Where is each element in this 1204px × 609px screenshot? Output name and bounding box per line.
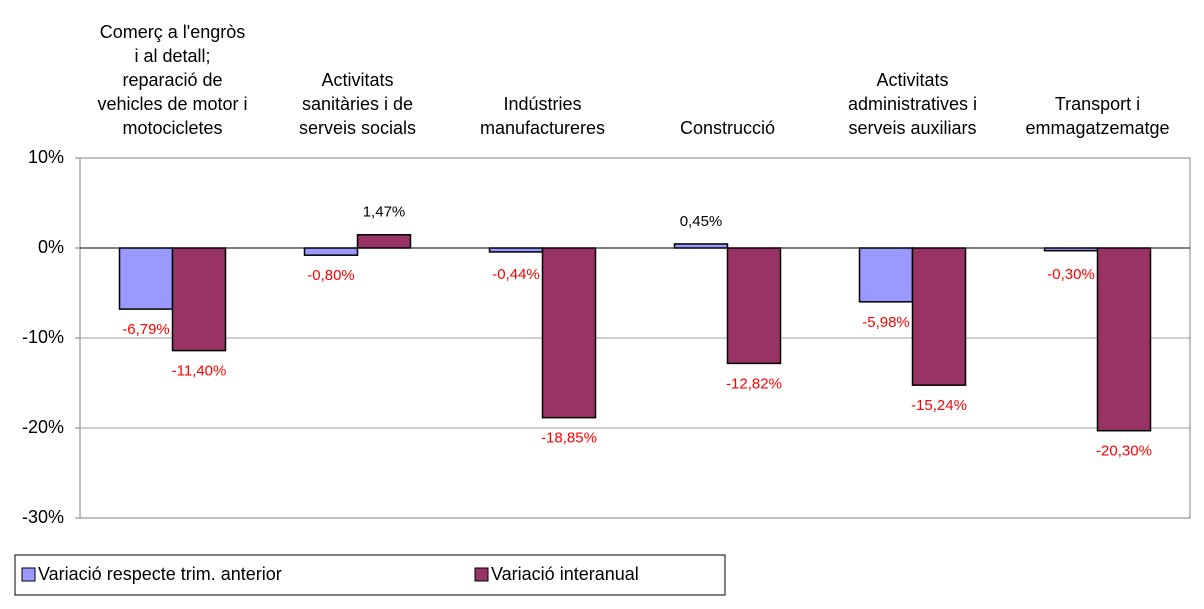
category-label: Transport i emmagatzematge — [1025, 94, 1170, 138]
value-label: 0,45% — [680, 213, 723, 230]
category-label: Construcció — [679, 118, 776, 138]
value-label: -18,85% — [541, 430, 597, 447]
y-tick-label: -10% — [22, 327, 64, 347]
bar — [356, 234, 412, 249]
legend-label: Variació interanual — [491, 564, 639, 584]
value-label: -0,30% — [1047, 266, 1095, 283]
y-tick-label: 0% — [38, 237, 64, 257]
value-label: -12,82% — [726, 375, 782, 392]
legend-box — [14, 554, 726, 596]
value-label: -20,30% — [1096, 443, 1152, 460]
bar — [488, 247, 544, 253]
value-label: -15,24% — [911, 397, 967, 414]
value-label: -0,80% — [307, 267, 355, 284]
bar — [303, 247, 359, 256]
category-label: Comerç a l'engròs i al detall; reparació… — [97, 22, 248, 138]
y-tick-label: -20% — [22, 417, 64, 437]
bar — [911, 247, 967, 386]
value-label: 1,47% — [363, 204, 406, 221]
y-tick-label: -30% — [22, 507, 64, 527]
value-label: -0,44% — [492, 266, 540, 283]
bar — [118, 247, 174, 310]
value-label: -11,40% — [172, 363, 227, 380]
legend-swatch — [474, 567, 489, 582]
y-tick-label: 10% — [28, 147, 64, 167]
category-label: Indústries manufactureres — [479, 94, 606, 138]
category-label: Activitats administratives i serveis aux… — [847, 70, 978, 138]
bar — [171, 247, 227, 352]
value-label: -6,79% — [122, 321, 170, 338]
bar — [541, 247, 597, 419]
legend-label: Variació respecte trim. anterior — [38, 564, 282, 584]
legend-swatch — [21, 567, 36, 582]
category-label: Activitats sanitàries i de serveis socia… — [298, 70, 417, 138]
bar — [673, 243, 729, 249]
bar — [726, 247, 782, 365]
bar — [1096, 247, 1152, 432]
value-label: -5,98% — [862, 314, 910, 331]
bar — [858, 247, 914, 303]
